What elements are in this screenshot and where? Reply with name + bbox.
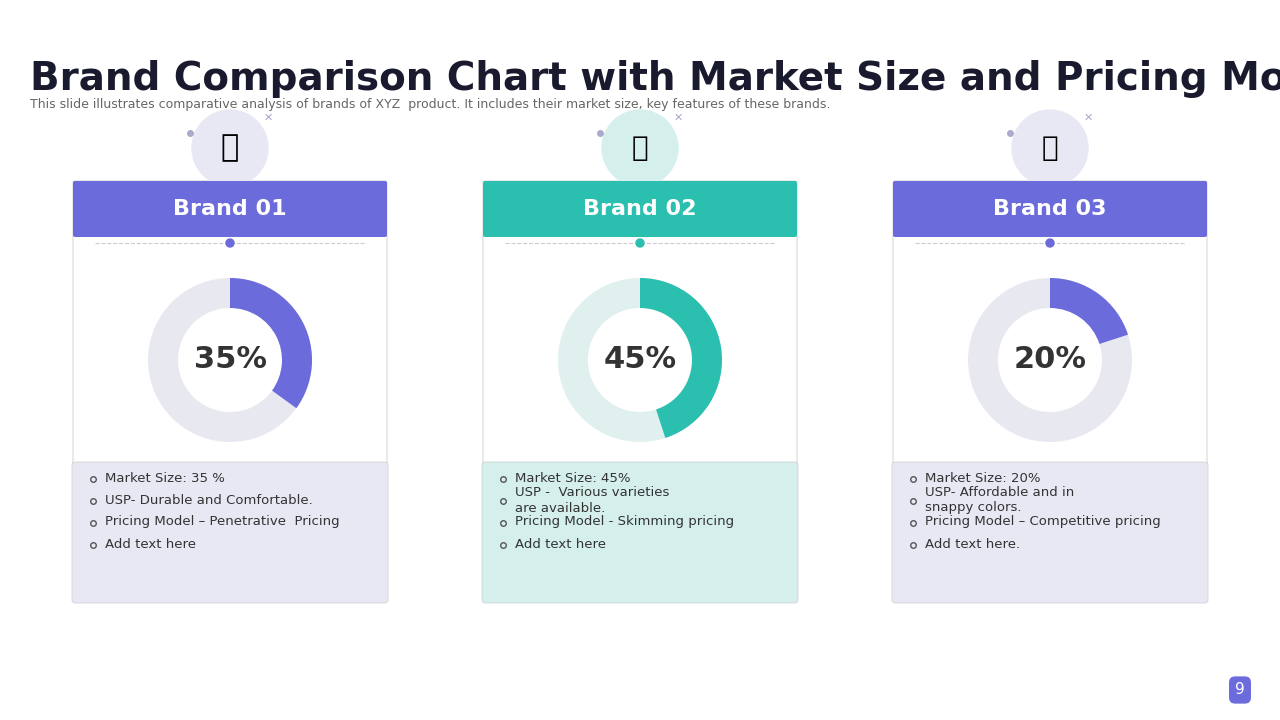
Circle shape [602,110,678,186]
Wedge shape [558,278,722,442]
Wedge shape [1050,278,1128,344]
Text: ✕: ✕ [673,113,682,123]
Text: USP- Durable and Comfortable.: USP- Durable and Comfortable. [105,493,312,506]
Text: 35%: 35% [193,346,266,374]
FancyBboxPatch shape [73,181,387,467]
Text: Brand 02: Brand 02 [584,199,696,219]
Text: Pricing Model – Penetrative  Pricing: Pricing Model – Penetrative Pricing [105,516,339,528]
Text: 9: 9 [1235,683,1245,698]
FancyBboxPatch shape [483,181,797,237]
Text: Add text here: Add text here [515,538,605,551]
Circle shape [1012,110,1088,186]
Circle shape [636,239,644,247]
Text: 20%: 20% [1014,346,1087,374]
Text: 🎭: 🎭 [1042,134,1059,162]
FancyBboxPatch shape [893,181,1207,467]
Text: Pricing Model - Skimming pricing: Pricing Model - Skimming pricing [515,516,735,528]
Text: Brand 03: Brand 03 [993,199,1107,219]
Text: Market Size: 45%: Market Size: 45% [515,472,631,485]
Text: Pricing Model – Competitive pricing: Pricing Model – Competitive pricing [925,516,1161,528]
Text: USP- Affordable and in
snappy colors.: USP- Affordable and in snappy colors. [925,485,1074,515]
FancyBboxPatch shape [72,462,388,603]
Text: ✕: ✕ [264,113,273,123]
Wedge shape [230,278,312,408]
Circle shape [1046,239,1053,247]
Wedge shape [148,278,312,442]
FancyBboxPatch shape [483,181,797,467]
FancyBboxPatch shape [73,181,387,237]
FancyBboxPatch shape [483,462,797,603]
Text: ✕: ✕ [1083,113,1093,123]
Text: 🏷: 🏷 [221,133,239,163]
Circle shape [227,239,234,247]
Text: USP -  Various varieties
are available.: USP - Various varieties are available. [515,485,669,515]
Text: 45%: 45% [603,346,677,374]
Text: This slide illustrates comparative analysis of brands of XYZ  product. It includ: This slide illustrates comparative analy… [29,98,831,111]
Text: 💰: 💰 [632,134,648,162]
Text: Brand Comparison Chart with Market Size and Pricing Model: Brand Comparison Chart with Market Size … [29,60,1280,98]
FancyBboxPatch shape [893,181,1207,237]
Text: Add text here.: Add text here. [925,538,1020,551]
Text: Market Size: 20%: Market Size: 20% [925,472,1041,485]
Circle shape [192,110,268,186]
Text: Brand 01: Brand 01 [173,199,287,219]
Wedge shape [968,278,1132,442]
Wedge shape [640,278,722,438]
Text: Market Size: 35 %: Market Size: 35 % [105,472,225,485]
Text: Add text here: Add text here [105,538,196,551]
FancyBboxPatch shape [892,462,1208,603]
